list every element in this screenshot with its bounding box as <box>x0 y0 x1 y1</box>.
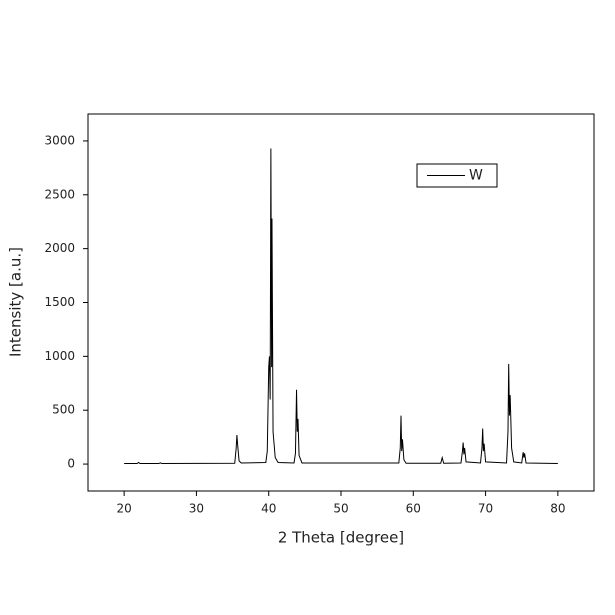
y-tick-label: 2000 <box>44 241 75 255</box>
y-tick-label: 0 <box>67 457 75 471</box>
x-tick-label: 30 <box>189 502 204 516</box>
x-tick-label: 80 <box>550 502 565 516</box>
y-tick-label: 2500 <box>44 187 75 201</box>
x-tick-label: 40 <box>261 502 276 516</box>
x-tick-label: 70 <box>478 502 493 516</box>
x-axis-title: 2 Theta [degree] <box>278 529 404 547</box>
data-line <box>124 148 558 465</box>
y-tick-label: 3000 <box>44 133 75 147</box>
legend-label: W <box>469 168 483 184</box>
x-tick-label: 50 <box>333 502 348 516</box>
x-tick-label: 20 <box>117 502 132 516</box>
plot-frame <box>87 113 595 492</box>
y-tick-label: 1500 <box>44 295 75 309</box>
y-axis-title: Intensity [a.u.] <box>7 247 25 357</box>
y-tick-label: 500 <box>52 403 75 417</box>
y-tick-label: 1000 <box>44 349 75 363</box>
x-tick-label: 60 <box>406 502 421 516</box>
